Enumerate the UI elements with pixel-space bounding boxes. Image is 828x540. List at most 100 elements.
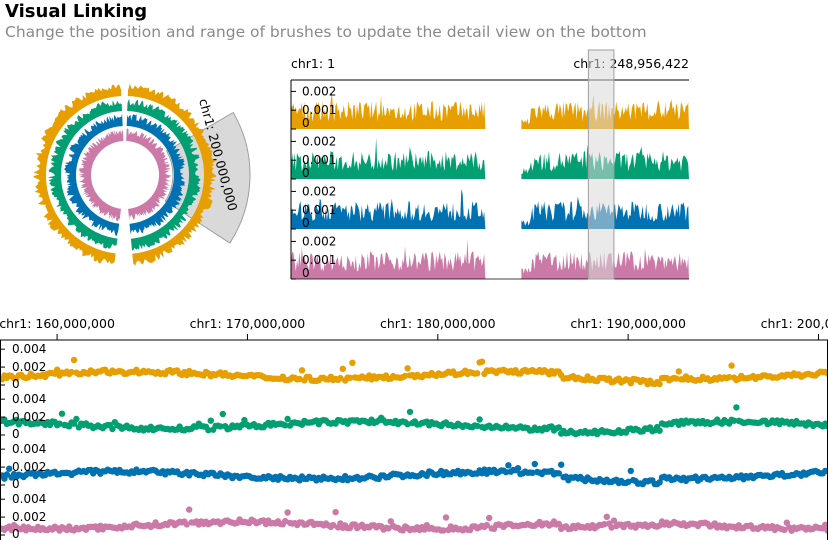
detail-point bbox=[73, 415, 80, 423]
detail-point bbox=[610, 517, 618, 524]
detail-track: 0.004 0.002 0 bbox=[0, 342, 828, 391]
detail-y-tick-label: 0.004 bbox=[12, 442, 46, 456]
detail-point bbox=[726, 373, 733, 381]
detail-point bbox=[733, 404, 740, 411]
detail-point bbox=[284, 509, 291, 516]
overview-y-tick-label: 0 bbox=[302, 216, 310, 230]
detail-point bbox=[385, 525, 392, 532]
detail-point bbox=[337, 374, 344, 382]
detail-point bbox=[514, 465, 522, 472]
overview-y-tick-label: 0.001 bbox=[302, 253, 336, 267]
linear-overview: chr1: 1 chr1: 248,956,422 0.0020.00100.0… bbox=[290, 49, 689, 280]
detail-point bbox=[339, 365, 346, 372]
detail-point bbox=[783, 519, 790, 526]
detail-point bbox=[656, 427, 663, 434]
detail-point bbox=[217, 423, 224, 430]
detail-y-tick-label: 0.002 bbox=[12, 410, 46, 424]
detail-point bbox=[656, 380, 663, 388]
detail-point bbox=[627, 467, 634, 475]
detail-y-tick-label: 0.002 bbox=[12, 460, 46, 474]
detail-point bbox=[238, 421, 246, 429]
detail-point bbox=[442, 514, 450, 521]
detail-x-tick-label: chr1: 180,000,000 bbox=[380, 316, 496, 331]
detail-point bbox=[601, 521, 608, 528]
detail-point bbox=[346, 374, 354, 381]
detail-y-tick-label: 0 bbox=[12, 527, 20, 540]
overview-start-label: chr1: 1 bbox=[291, 56, 335, 71]
detail-point bbox=[474, 370, 481, 377]
detail-point bbox=[558, 461, 565, 468]
detail-point bbox=[349, 359, 356, 366]
circular-track bbox=[64, 113, 186, 237]
circular-track-area bbox=[126, 114, 186, 235]
detail-point bbox=[531, 460, 538, 468]
detail-point bbox=[70, 356, 78, 364]
detail-point bbox=[730, 417, 738, 424]
detail-point bbox=[330, 521, 337, 529]
detail-point bbox=[822, 521, 828, 528]
detail-point bbox=[332, 508, 339, 516]
detail-point bbox=[219, 410, 226, 418]
detail-point bbox=[476, 416, 483, 423]
circular-track bbox=[48, 98, 201, 251]
detail-point bbox=[603, 513, 610, 520]
detail-point bbox=[54, 366, 61, 373]
overview-brush[interactable] bbox=[587, 49, 615, 280]
overview-y-tick-label: 0 bbox=[302, 266, 310, 280]
detail-point bbox=[402, 372, 409, 380]
detail-track: 0.004 0.002 0 bbox=[0, 492, 828, 540]
detail-point bbox=[781, 526, 788, 533]
detail-point bbox=[675, 368, 682, 375]
detail-point bbox=[207, 417, 214, 424]
detail-point bbox=[205, 427, 212, 434]
detail-point bbox=[6, 465, 13, 472]
detail-x-axis: chr1: 160,000,000 chr1: 170,000,000 chr1: … bbox=[0, 316, 828, 340]
detail-point bbox=[673, 375, 680, 382]
detail-point bbox=[474, 422, 481, 430]
overview-y-tick-label: 0.002 bbox=[302, 134, 336, 148]
detail-point bbox=[478, 358, 486, 365]
detail-point bbox=[608, 524, 615, 531]
detail-point bbox=[505, 462, 512, 469]
detail-point bbox=[502, 468, 510, 476]
detail-y-tick-label: 0.004 bbox=[12, 342, 46, 356]
detail-point bbox=[555, 470, 562, 477]
detail-track: 0.004 0.002 0 bbox=[0, 392, 828, 441]
detail-point bbox=[387, 518, 394, 525]
overview-y-tick-label: 0.002 bbox=[302, 184, 336, 198]
overview-track-area bbox=[291, 137, 689, 179]
detail-point bbox=[486, 514, 493, 522]
circular-track-area bbox=[127, 98, 201, 251]
detail-point bbox=[406, 408, 414, 416]
detail-point bbox=[3, 471, 10, 478]
circular-track-area bbox=[127, 83, 217, 266]
detail-y-tick-label: 0.004 bbox=[12, 392, 46, 406]
overview-y-tick-label: 0.002 bbox=[302, 84, 336, 98]
overview-y-tick-label: 0.001 bbox=[302, 153, 336, 167]
detail-point bbox=[555, 424, 562, 431]
detail-point bbox=[296, 375, 303, 383]
detail-y-tick-label: 0 bbox=[12, 477, 20, 491]
overview-y-tick-label: 0 bbox=[302, 116, 310, 130]
detail-y-tick-label: 0 bbox=[12, 427, 20, 441]
detail-point bbox=[625, 478, 632, 485]
circular-view bbox=[33, 83, 251, 266]
detail-y-tick-label: 0.002 bbox=[12, 360, 46, 374]
detail-point bbox=[404, 421, 411, 428]
overview-tracks: 0.0020.00100.0020.00100.0020.00100.0020.… bbox=[290, 80, 689, 280]
circular-track-area bbox=[48, 100, 122, 249]
detail-x-tick-label: chr1: 190,000,000 bbox=[570, 316, 686, 331]
circular-track-area bbox=[64, 113, 123, 237]
circular-track-area bbox=[33, 84, 122, 264]
detail-point bbox=[186, 506, 193, 513]
overview-y-tick-label: 0.002 bbox=[302, 234, 336, 248]
circular-track-area bbox=[78, 128, 124, 222]
overview-y-tick-label: 0.001 bbox=[302, 103, 336, 117]
overview-track-area bbox=[291, 91, 689, 129]
detail-tracks: 0.0040.00200.0040.00200.0040.00200.0040.… bbox=[0, 340, 828, 540]
detail-point bbox=[728, 362, 735, 369]
